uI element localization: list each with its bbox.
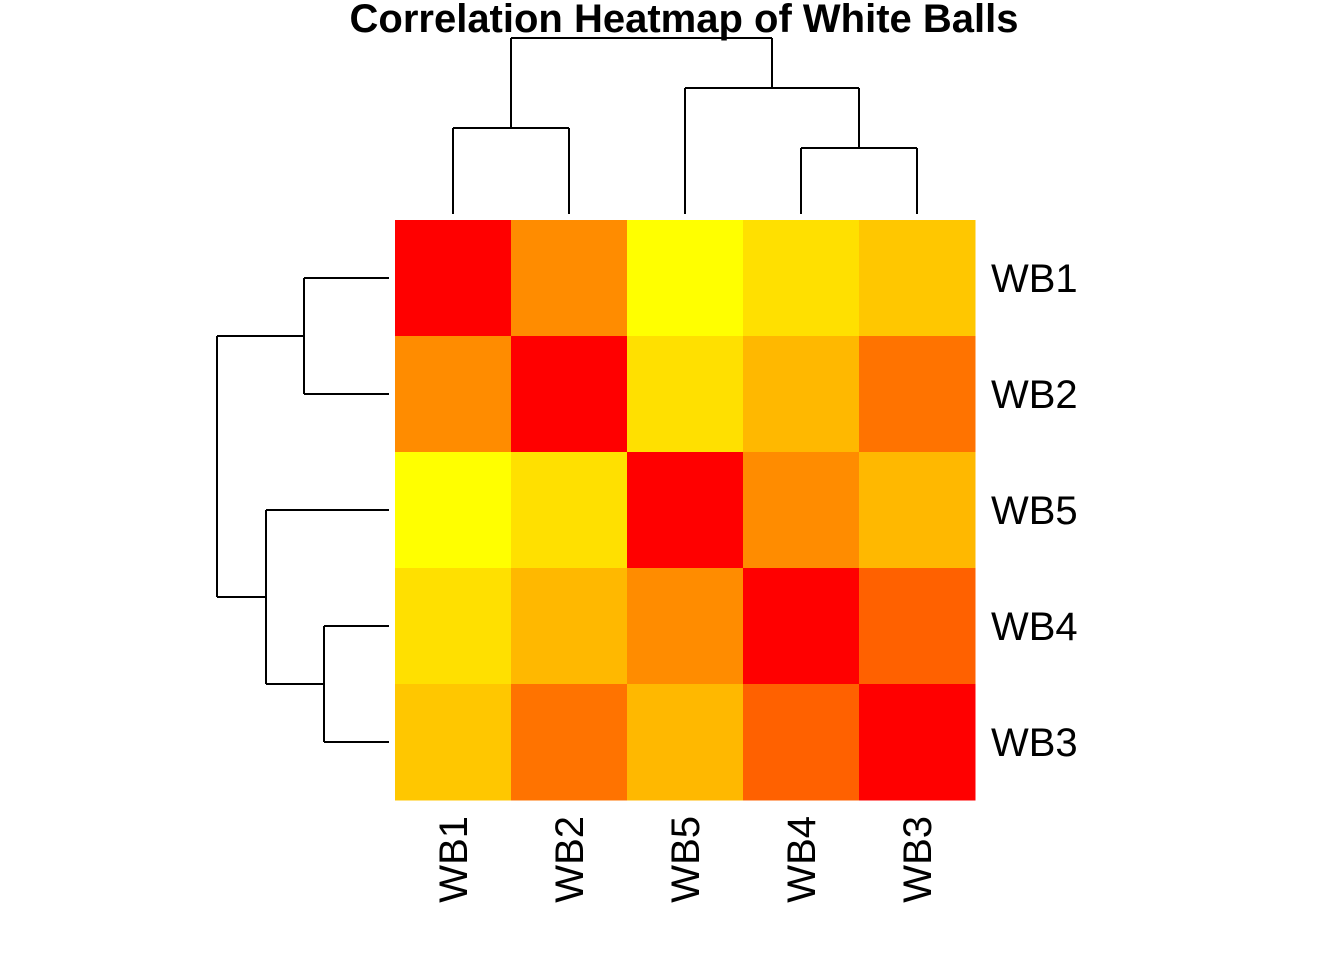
heatmap-cell-wb4-wb1 <box>395 568 512 685</box>
heatmap-cell-wb5-wb3 <box>859 452 976 569</box>
heatmap-cell-wb2-wb5 <box>627 336 744 453</box>
column-label-wb5: WB5 <box>664 816 708 903</box>
heatmap-cell-wb2-wb1 <box>395 336 512 453</box>
row-label-wb2: WB2 <box>991 373 1078 417</box>
column-label-wb4: WB4 <box>780 816 824 903</box>
heatmap-cell-wb3-wb5 <box>627 684 744 801</box>
heatmap-cell-wb4-wb4 <box>743 568 860 685</box>
column-dendrogram <box>452 37 918 214</box>
heatmap-cell-wb4-wb5 <box>627 568 744 685</box>
heatmap-cell-wb1-wb1 <box>395 220 512 337</box>
chart-title: Correlation Heatmap of White Balls <box>350 0 1019 41</box>
heatmap-cell-wb5-wb2 <box>511 452 628 569</box>
heatmap-cell-wb5-wb1 <box>395 452 512 569</box>
heatmap-cell-wb3-wb1 <box>395 684 512 801</box>
heatmap-cell-wb2-wb3 <box>859 336 976 453</box>
row-labels: WB1 WB2 WB5 WB4 WB3 <box>991 257 1078 765</box>
heatmap-cell-wb4-wb3 <box>859 568 976 685</box>
row-label-wb1: WB1 <box>991 257 1078 301</box>
row-label-wb5: WB5 <box>991 489 1078 533</box>
heatmap-cell-wb1-wb3 <box>859 220 976 337</box>
column-label-wb3: WB3 <box>896 816 940 903</box>
heatmap-cell-wb5-wb4 <box>743 452 860 569</box>
row-label-wb4: WB4 <box>991 605 1078 649</box>
heatmap-cell-wb4-wb2 <box>511 568 628 685</box>
heatmap-cell-wb3-wb3 <box>859 684 976 801</box>
column-label-wb2: WB2 <box>548 816 592 903</box>
heatmap-cell-wb2-wb2 <box>511 336 628 453</box>
row-label-wb3: WB3 <box>991 721 1078 765</box>
heatmap-cell-wb3-wb4 <box>743 684 860 801</box>
heatmap-cells <box>395 220 976 801</box>
heatmap-cell-wb1-wb2 <box>511 220 628 337</box>
heatmap-cell-wb5-wb5 <box>627 452 744 569</box>
heatmap-cell-wb1-wb5 <box>627 220 744 337</box>
column-label-wb1: WB1 <box>432 816 476 903</box>
heatmap-cell-wb3-wb2 <box>511 684 628 801</box>
heatmap-cell-wb2-wb4 <box>743 336 860 453</box>
row-dendrogram <box>216 277 389 743</box>
heatmap-cell-wb1-wb4 <box>743 220 860 337</box>
column-labels: WB1 WB2 WB5 WB4 WB3 <box>432 816 940 903</box>
